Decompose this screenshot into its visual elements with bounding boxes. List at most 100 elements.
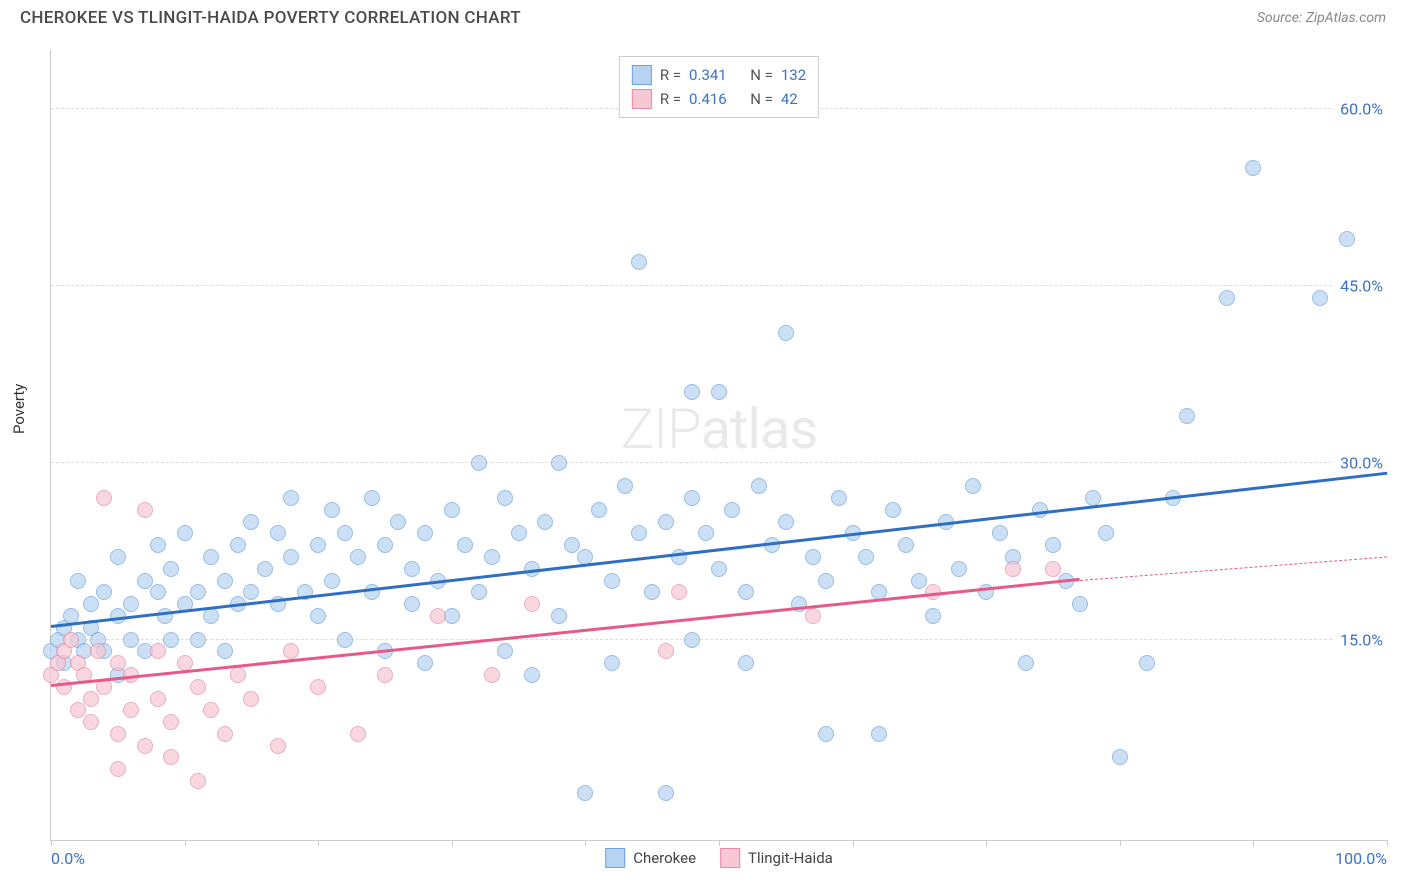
x-tick [1387,840,1388,846]
y-tick-label: 45.0% [1334,276,1389,295]
x-tick [719,840,720,846]
data-point [471,584,487,600]
data-point [123,596,139,612]
data-point [63,632,79,648]
data-point [390,514,406,530]
gridline [51,639,1387,640]
data-point [778,325,794,341]
stats-r-value: 0.416 [689,87,727,111]
trend-line-extrapolated [1080,556,1387,581]
data-point [778,514,794,530]
data-point [524,596,540,612]
x-tick [1253,840,1254,846]
data-point [190,584,206,600]
data-point [404,596,420,612]
data-point [163,561,179,577]
data-point [96,584,112,600]
data-point [698,525,714,541]
data-point [1072,596,1088,612]
data-point [965,478,981,494]
data-point [110,655,126,671]
y-tick-label: 30.0% [1334,453,1389,472]
data-point [658,643,674,659]
legend-label: Cherokee [633,849,696,867]
data-point [110,549,126,565]
data-point [1139,655,1155,671]
legend-swatch [632,89,652,109]
stats-n-value: 132 [781,63,806,87]
data-point [658,785,674,801]
data-point [337,632,353,648]
stats-legend-row: R = 0.341 N = 132 [632,63,806,87]
data-point [658,514,674,530]
data-point [430,608,446,624]
data-point [150,537,166,553]
stats-legend-row: R = 0.416 N = 42 [632,87,806,111]
data-point [123,702,139,718]
data-point [1339,231,1355,247]
trend-line [51,472,1387,628]
data-point [137,573,153,589]
stats-r-label: R = [660,87,681,111]
data-point [457,537,473,553]
legend-item: Tlingit-Haida [720,848,833,868]
data-point [1045,537,1061,553]
data-point [604,655,620,671]
data-point [70,573,86,589]
stats-n-label: N = [750,63,773,87]
data-point [417,525,433,541]
data-point [537,514,553,530]
data-point [577,785,593,801]
data-point [283,643,299,659]
data-point [310,537,326,553]
data-point [364,490,380,506]
data-point [270,525,286,541]
legend-item: Cherokee [605,848,696,868]
data-point [377,537,393,553]
data-point [283,549,299,565]
data-point [497,490,513,506]
data-point [818,726,834,742]
data-point [1018,655,1034,671]
data-point [96,490,112,506]
data-point [831,490,847,506]
chart-header: CHEROKEE VS TLINGIT-HAIDA POVERTY CORREL… [0,0,1406,32]
data-point [1085,490,1101,506]
x-tick [318,840,319,846]
x-tick [452,840,453,846]
data-point [1098,525,1114,541]
data-point [911,573,927,589]
data-point [110,726,126,742]
data-point [684,632,700,648]
data-point [150,584,166,600]
data-point [150,643,166,659]
data-point [671,584,687,600]
gridline [51,285,1387,286]
legend-label: Tlingit-Haida [748,849,833,867]
data-point [350,549,366,565]
data-point [1005,561,1021,577]
data-point [885,502,901,518]
data-point [738,584,754,600]
data-point [471,455,487,471]
data-point [203,549,219,565]
data-point [1312,290,1328,306]
data-point [110,761,126,777]
data-point [751,478,767,494]
data-point [1112,749,1128,765]
stats-r-value: 0.341 [689,63,727,87]
data-point [724,502,740,518]
x-axis-label-left: 0.0% [51,849,85,868]
data-point [190,773,206,789]
data-point [711,384,727,400]
data-point [644,584,660,600]
legend-swatch [632,65,652,85]
data-point [163,714,179,730]
data-point [818,573,834,589]
data-point [484,549,500,565]
data-point [1245,160,1261,176]
data-point [177,525,193,541]
data-point [898,537,914,553]
stats-r-label: R = [660,63,681,87]
data-point [203,702,219,718]
